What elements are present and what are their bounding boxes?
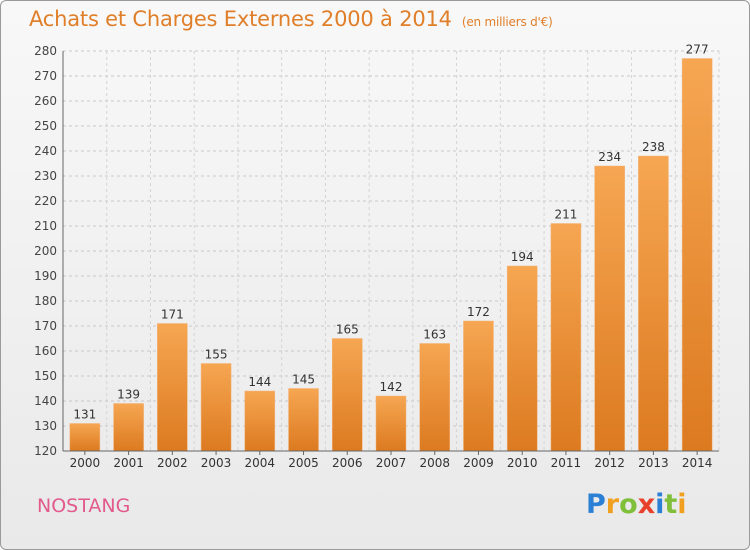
value-label: 234 (598, 150, 621, 164)
bar (157, 323, 188, 452)
y-tick-label: 200 (34, 244, 57, 258)
logo-letter: x (637, 489, 656, 520)
y-tick-label: 190 (34, 269, 57, 283)
x-tick-label: 2014 (682, 456, 713, 470)
value-label: 165 (336, 323, 359, 337)
bar (638, 155, 669, 452)
logo-letter: t (664, 489, 678, 520)
place-name: NOSTANG (37, 495, 131, 517)
bar (681, 58, 713, 452)
value-label: 211 (554, 208, 577, 222)
x-tick-label: 2010 (507, 456, 538, 470)
x-tick-label: 2005 (288, 456, 319, 470)
y-tick-label: 120 (34, 444, 57, 458)
y-tick-label: 240 (34, 144, 57, 158)
y-tick-label: 150 (34, 369, 57, 383)
x-tick-label: 2008 (419, 456, 450, 470)
bar (463, 320, 494, 452)
value-label: 163 (423, 328, 446, 342)
x-tick-label: 2013 (638, 456, 669, 470)
logo-letter: i (677, 489, 687, 520)
value-label: 172 (467, 305, 490, 319)
x-tick-label: 2009 (463, 456, 494, 470)
bar (594, 165, 625, 452)
y-tick-label: 210 (34, 219, 57, 233)
x-tick-label: 2006 (332, 456, 363, 470)
value-label: 194 (511, 250, 534, 264)
y-tick-label: 140 (34, 394, 57, 408)
bar (200, 363, 232, 452)
bar (69, 423, 101, 452)
bar (332, 338, 363, 452)
y-tick-label: 270 (34, 69, 57, 83)
value-label: 238 (642, 140, 665, 154)
x-tick-label: 2003 (201, 456, 232, 470)
y-tick-label: 250 (34, 119, 57, 133)
value-label: 144 (248, 375, 271, 389)
x-tick-label: 2001 (113, 456, 144, 470)
axes: 120 130 140 150 160 170 180 190 200 210 220 230 240 2… (34, 44, 719, 470)
x-tick-label: 2007 (376, 456, 407, 470)
x-tick-label: 2000 (70, 456, 101, 470)
chart-subtitle: (en milliers d'€) (461, 15, 553, 29)
value-label: 277 (686, 43, 709, 57)
proxiti-logo: Proxiti (586, 489, 687, 520)
x-tick-label: 2012 (594, 456, 625, 470)
value-labels: 131 139 171 155 144 145 165 142 163 172 194 211 234 2… (73, 43, 708, 422)
value-label: 142 (380, 380, 403, 394)
y-tick-label: 130 (34, 419, 57, 433)
logo-letter: o (619, 489, 638, 520)
value-label: 131 (73, 408, 96, 422)
bar (244, 390, 276, 452)
x-tick-label: 2011 (551, 456, 582, 470)
bar (113, 403, 144, 452)
value-label: 145 (292, 373, 315, 387)
bars (69, 58, 713, 452)
x-tick-label: 2002 (157, 456, 188, 470)
logo-letter: i (655, 489, 665, 520)
bar (419, 343, 450, 452)
y-tick-label: 280 (34, 44, 57, 58)
y-tick-label: 230 (34, 169, 57, 183)
chart-title: Achats et Charges Externes 2000 à 2014 (e… (29, 7, 553, 31)
logo-letter: r (605, 489, 620, 520)
bar (375, 395, 407, 452)
y-tick-label: 160 (34, 344, 57, 358)
y-tick-label: 180 (34, 294, 57, 308)
value-label: 155 (205, 348, 228, 362)
value-label: 171 (161, 308, 184, 322)
x-tick-label: 2004 (245, 456, 276, 470)
value-label: 139 (117, 388, 140, 402)
y-tick-label: 170 (34, 319, 57, 333)
bar (550, 223, 582, 452)
bar (506, 265, 538, 452)
logo-letter: P (586, 489, 606, 520)
y-tick-label: 260 (34, 94, 57, 108)
y-tick-label: 220 (34, 194, 57, 208)
chart-title-text: Achats et Charges Externes 2000 à 2014 (29, 7, 452, 31)
bar (288, 388, 319, 452)
